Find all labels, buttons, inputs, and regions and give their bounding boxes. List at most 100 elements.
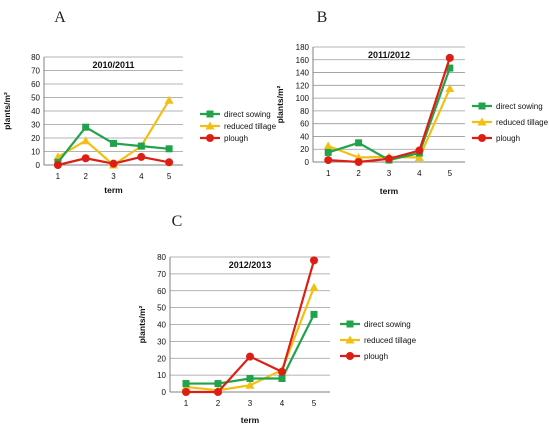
- legend-marker-circle: [478, 134, 486, 142]
- legend: direct sowing reduced tillage plough: [472, 102, 549, 143]
- x-axis-label: term: [241, 415, 260, 425]
- x-tick-label: 3: [111, 172, 116, 181]
- legend-label: direct sowing: [364, 320, 411, 329]
- legend: direct sowing reduced tillage plough: [340, 320, 417, 361]
- x-tick-label: 2: [356, 169, 361, 178]
- legend-label: reduced tillage: [224, 122, 277, 131]
- y-tick-label: 10: [157, 371, 166, 380]
- chart-title: 2010/2011: [92, 60, 134, 70]
- y-tick-label: 60: [300, 120, 309, 129]
- legend-marker-circle: [206, 134, 214, 142]
- legend-marker-square: [346, 320, 354, 328]
- x-tick-label: 2: [83, 172, 88, 181]
- y-tick-label: 20: [157, 354, 166, 363]
- data-point-circle: [182, 388, 190, 396]
- data-point-circle: [445, 53, 454, 62]
- x-tick-label: 1: [184, 399, 189, 408]
- y-axis-label: plants/m²: [275, 85, 285, 123]
- legend-marker-square: [206, 110, 214, 118]
- data-point-circle: [214, 388, 222, 396]
- data-point-circle: [310, 256, 318, 265]
- data-point-circle: [385, 154, 393, 163]
- data-point-circle: [415, 146, 424, 155]
- series-line-plough: [186, 260, 316, 394]
- legend-marker-triangle: [345, 335, 355, 344]
- y-tick-label: 100: [296, 94, 310, 103]
- legend-label: plough: [496, 134, 520, 143]
- data-point-circle: [81, 154, 90, 163]
- data-point-triangle: [245, 380, 255, 389]
- legend-label: direct sowing: [224, 110, 271, 119]
- chart-title: 2012/2013: [229, 260, 272, 270]
- panel-letter: A: [54, 9, 66, 26]
- y-tick-label: 20: [300, 145, 309, 154]
- legend-label: plough: [224, 134, 248, 143]
- y-tick-label: 160: [296, 56, 310, 65]
- x-axis-label: term: [104, 185, 123, 195]
- data-point-square: [310, 310, 318, 318]
- x-tick-label: 3: [248, 399, 253, 408]
- legend-label: reduced tillage: [496, 118, 549, 127]
- legend-label: plough: [364, 352, 388, 361]
- data-point-square: [214, 380, 222, 388]
- data-point-square: [182, 380, 190, 388]
- legend-marker-triangle: [477, 117, 487, 126]
- chart-panel-a: A 0 10 20 30 40 50 60 70 80 1 2 3 4 5 2010/2011 term plan…: [2, 9, 277, 195]
- x-tick-label: 1: [326, 169, 331, 178]
- x-tick-label: 4: [139, 172, 144, 181]
- x-axis-label: term: [380, 186, 399, 196]
- data-point-square: [165, 145, 173, 153]
- data-point-circle: [246, 352, 254, 361]
- y-tick-label: 80: [157, 253, 166, 262]
- x-tick-label: 4: [417, 169, 422, 178]
- x-tick-label: 1: [56, 172, 61, 181]
- x-tick-label: 3: [387, 169, 392, 178]
- data-point-triangle: [323, 141, 333, 150]
- data-point-circle: [324, 156, 333, 165]
- panel-letter: C: [172, 213, 183, 230]
- data-point-circle: [53, 161, 62, 169]
- legend: direct sowing reduced tillage plough: [200, 110, 277, 143]
- chart-title: 2011/2012: [368, 50, 410, 60]
- data-point-square: [110, 139, 117, 147]
- y-tick-label: 40: [300, 132, 309, 141]
- data-point-circle: [278, 367, 286, 376]
- legend-marker-square: [478, 102, 486, 110]
- y-tick-label: 10: [31, 148, 40, 157]
- y-tick-label: 60: [31, 80, 40, 89]
- legend-marker-circle: [346, 352, 354, 360]
- data-point-square: [246, 375, 254, 382]
- legend-label: reduced tillage: [364, 336, 417, 345]
- y-tick-label: 0: [162, 388, 167, 397]
- y-tick-label: 40: [31, 107, 40, 116]
- y-tick-label: 50: [31, 94, 40, 103]
- y-tick-label: 40: [157, 321, 166, 330]
- legend-marker-triangle: [205, 121, 215, 130]
- data-point-square: [137, 142, 145, 150]
- x-tick-label: 4: [280, 399, 285, 408]
- y-tick-label: 80: [300, 107, 309, 116]
- y-tick-label: 50: [157, 304, 166, 313]
- y-tick-label: 70: [31, 67, 40, 76]
- data-point-circle: [354, 158, 363, 166]
- y-tick-label: 0: [36, 161, 41, 170]
- data-point-triangle: [414, 153, 424, 162]
- y-tick-label: 80: [31, 53, 40, 62]
- data-point-circle: [109, 159, 118, 168]
- y-axis-label: plants/m²: [2, 92, 12, 130]
- data-point-square: [82, 123, 90, 131]
- data-point-circle: [137, 152, 146, 161]
- y-tick-label: 30: [157, 337, 166, 346]
- x-tick-label: 5: [167, 172, 172, 181]
- y-tick-label: 120: [296, 81, 310, 90]
- y-tick-label: 140: [296, 69, 310, 78]
- data-point-triangle: [164, 95, 174, 104]
- x-tick-label: 2: [216, 399, 221, 408]
- data-point-circle: [165, 158, 174, 167]
- y-tick-label: 60: [157, 287, 166, 296]
- chart-panel-b: B 0 20 40 60 80 100 120 140 160 180 1 2 3 4 5 2011/2012 t…: [275, 9, 549, 196]
- data-point-triangle: [309, 282, 319, 291]
- y-tick-label: 70: [157, 270, 166, 279]
- y-axis-label: plants/m²: [137, 305, 147, 343]
